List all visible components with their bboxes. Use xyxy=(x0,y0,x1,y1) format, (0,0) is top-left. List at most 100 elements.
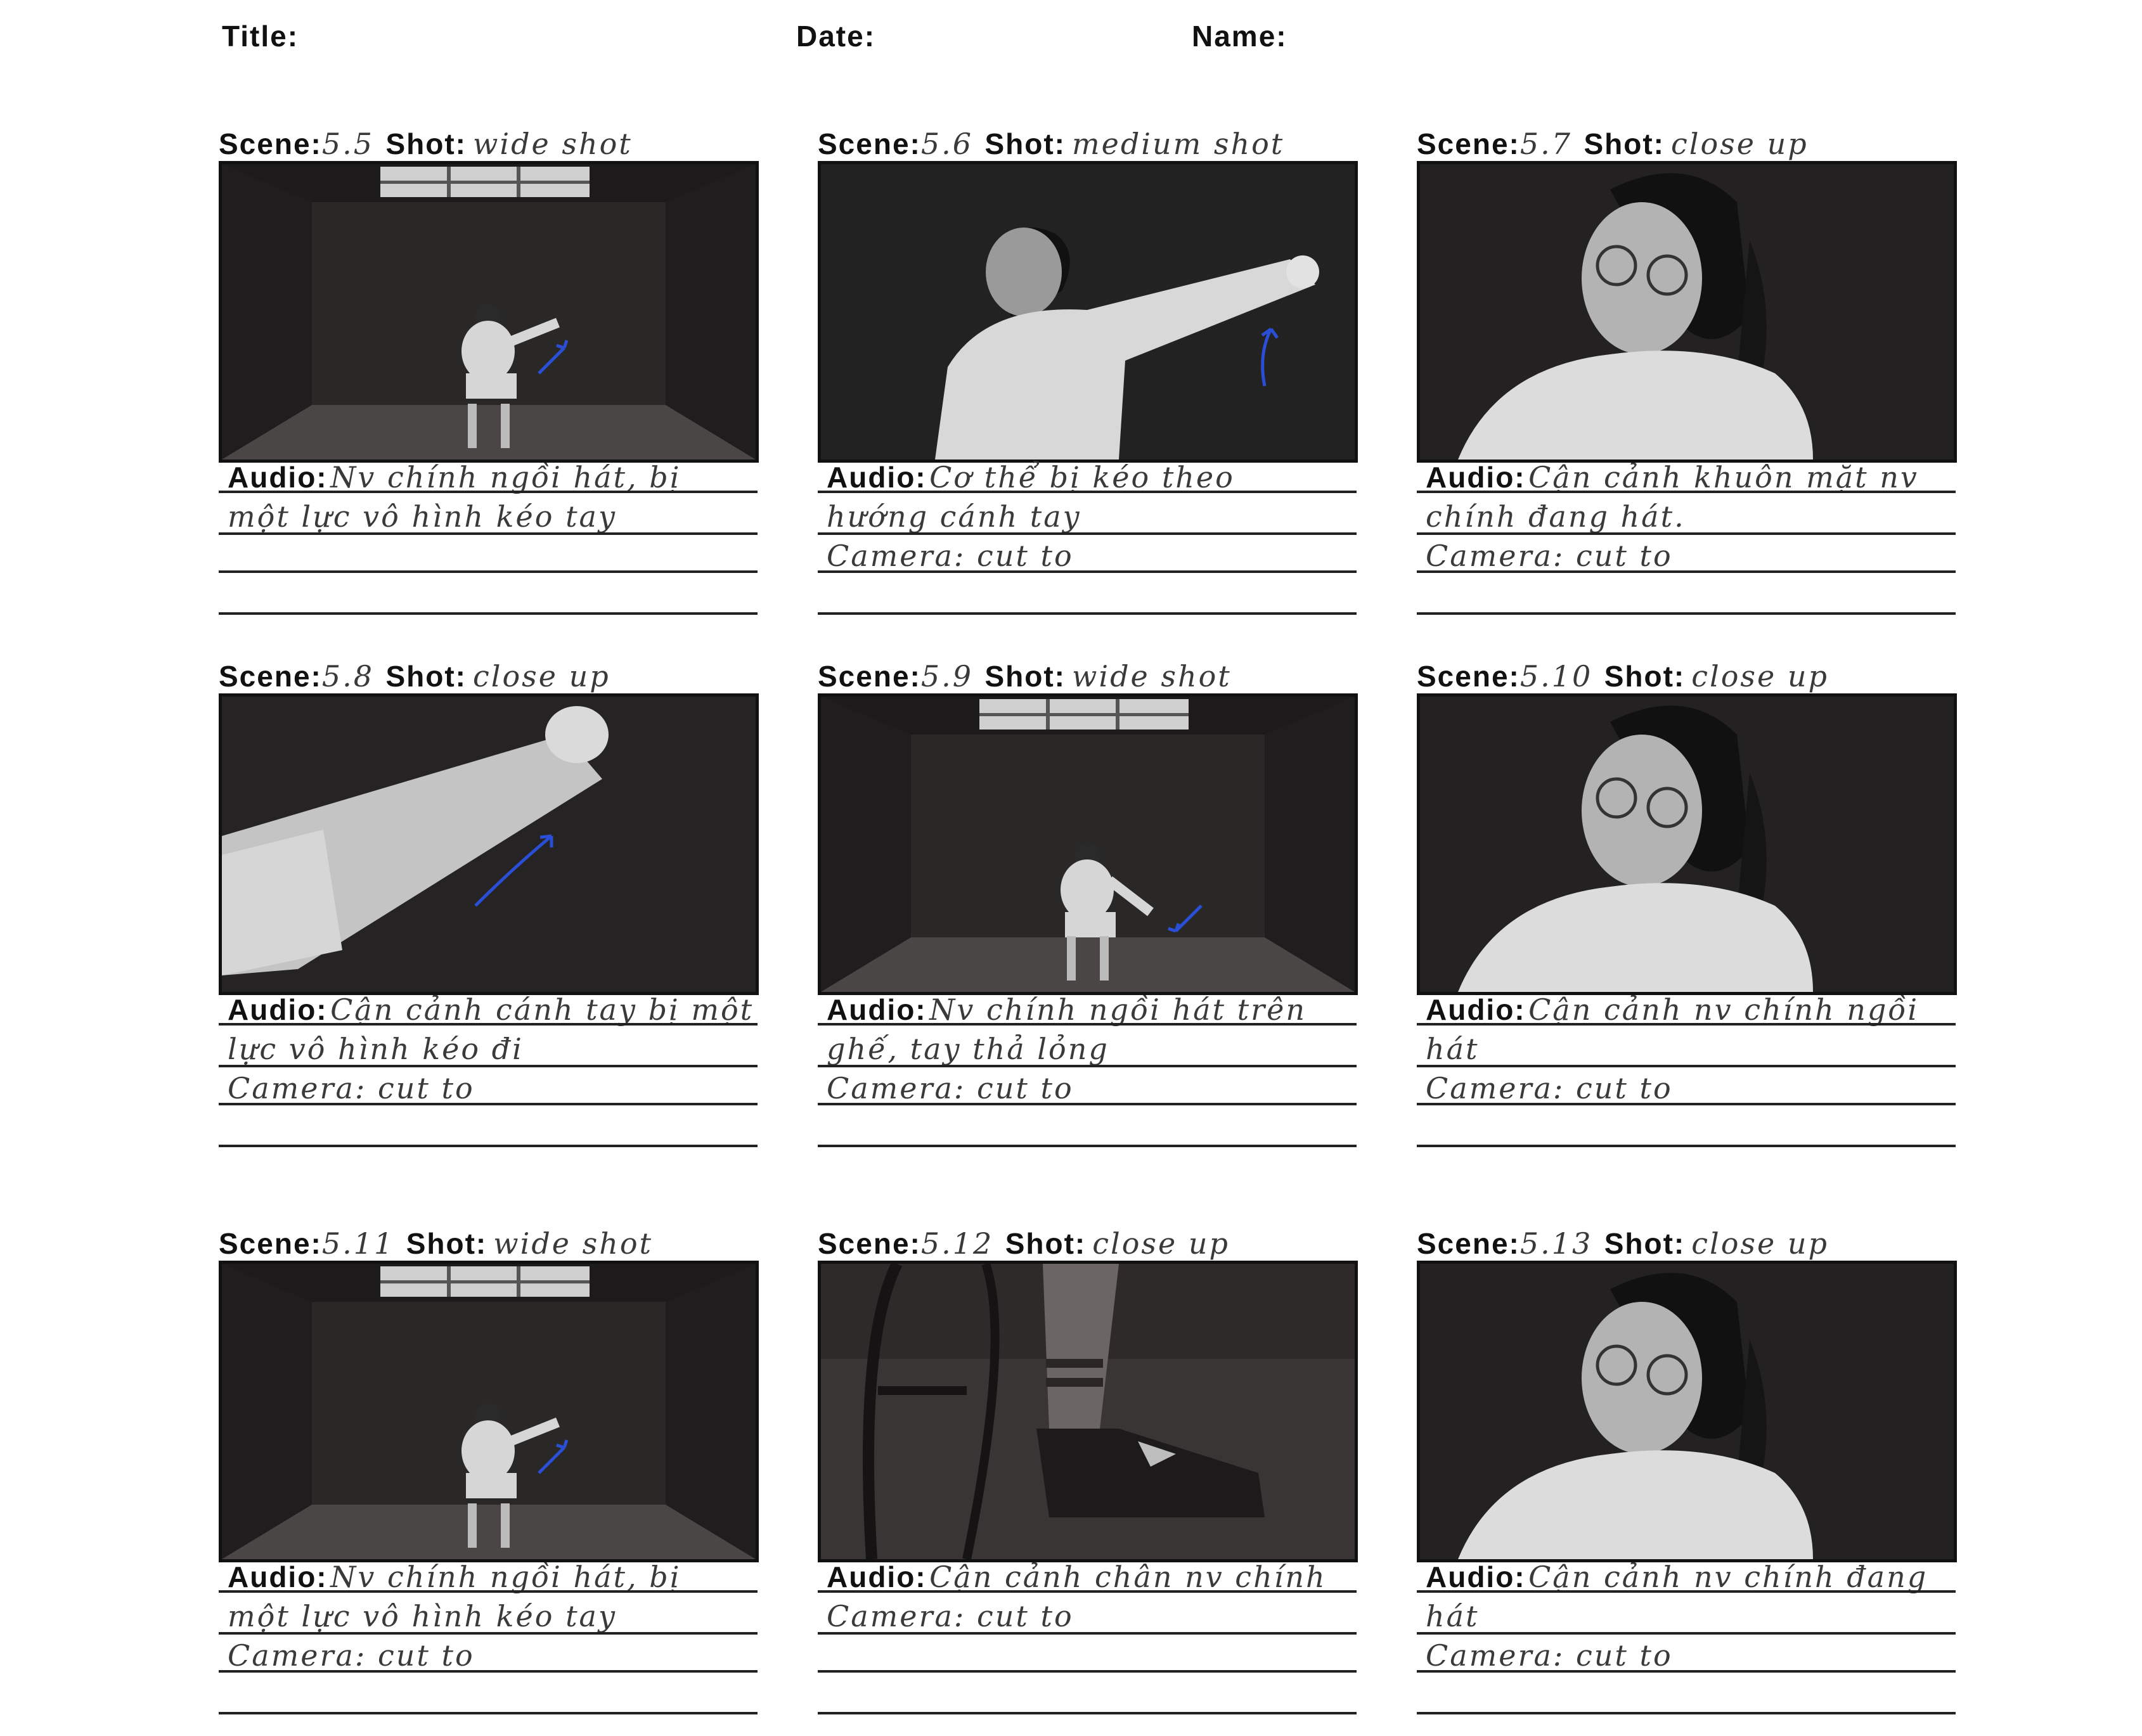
scene-label: Scene: xyxy=(1417,1227,1520,1260)
panel-header: Scene:5.8 Shot: close up xyxy=(219,659,610,710)
note-text: hướng cánh tay xyxy=(827,499,1081,534)
panel-header: Scene:5.10 Shot: close up xyxy=(1417,659,1829,710)
audio-label: Audio: xyxy=(1426,461,1526,494)
storyboard-panel: Scene:5.5 Shot: wide shot xyxy=(219,127,759,615)
ruled-line xyxy=(818,1023,1357,1026)
scene-label: Scene: xyxy=(219,1227,322,1260)
shot-label: Shot: xyxy=(385,127,467,160)
face-closeup-icon xyxy=(1417,161,1957,463)
audio-line-1: Audio: Cơ thể bị kéo theo xyxy=(827,460,1235,494)
panel-header: Scene:5.7 Shot: close up xyxy=(1417,127,1809,177)
camera-text: Camera: cut to xyxy=(827,1071,1074,1105)
scene-number: 5.5 xyxy=(321,127,375,161)
audio-line-3: Camera: cut to xyxy=(827,539,1074,573)
shot-type: wide shot xyxy=(1071,659,1232,693)
ruled-line xyxy=(219,1065,758,1067)
audio-line-3: Camera: cut to xyxy=(1426,1638,1673,1673)
audio-line-1: Audio: Nv chính ngồi hát, bị xyxy=(228,1560,681,1594)
ruled-line xyxy=(818,1145,1357,1147)
scene-number: 5.6 xyxy=(920,127,974,161)
storyboard-panel: Scene:5.13 Shot: close up Audio: Cận cảnh… xyxy=(1417,1226,1957,1714)
ruled-line xyxy=(219,1103,758,1105)
ruled-line xyxy=(818,1065,1357,1067)
audio-line-3: Camera: cut to xyxy=(1426,539,1673,573)
shot-label: Shot: xyxy=(984,660,1066,693)
ruled-line xyxy=(219,491,758,493)
wide-room-figure-icon xyxy=(818,693,1358,995)
audio-line-1: Audio: Cận cảnh nv chính ngồi xyxy=(1426,993,1919,1027)
ruled-line xyxy=(818,1712,1357,1714)
ruled-line xyxy=(1417,570,1956,573)
shot-type: close up xyxy=(1691,659,1829,693)
audio-label: Audio: xyxy=(228,461,328,494)
audio-text: Cận cảnh chân nv chính xyxy=(929,1560,1327,1594)
audio-label: Audio: xyxy=(827,461,927,494)
name-label: Name: xyxy=(1192,20,1287,53)
camera-text: Camera: cut to xyxy=(228,1638,475,1673)
scene-number: 5.10 xyxy=(1519,659,1593,693)
audio-line-1: Audio: Cận cảnh cánh tay bị một xyxy=(228,993,754,1027)
panel-header: Scene:5.9 Shot: wide shot xyxy=(818,659,1232,710)
audio-line-3: Camera: cut to xyxy=(228,1071,475,1105)
shot-type: medium shot xyxy=(1071,127,1285,161)
ruled-line xyxy=(818,612,1357,615)
ruled-line xyxy=(1417,1023,1956,1026)
scene-number: 5.7 xyxy=(1519,127,1573,161)
note-text: Camera: cut to xyxy=(827,1599,1074,1633)
ruled-line xyxy=(1417,1145,1956,1147)
audio-text: Cận cảnh cánh tay bị một xyxy=(330,993,754,1027)
audio-line-1: Audio: Cận cảnh khuôn mặt nv xyxy=(1426,460,1919,494)
ruled-line xyxy=(1417,532,1956,535)
camera-text: Camera: cut to xyxy=(1426,1638,1673,1673)
note-text: ghế, tay thả lỏng xyxy=(827,1032,1109,1066)
scene-number: 5.11 xyxy=(321,1226,395,1261)
shot-type: close up xyxy=(1691,1226,1829,1261)
audio-line-2: lực vô hình kéo đi xyxy=(228,1032,524,1066)
ruled-line xyxy=(219,1145,758,1147)
note-text: chính đang hát. xyxy=(1426,499,1686,534)
audio-text: Cận cảnh khuôn mặt nv xyxy=(1528,460,1919,494)
audio-text: Nv chính ngồi hát, bị xyxy=(330,460,681,494)
audio-label: Audio: xyxy=(827,993,927,1026)
note-text: một lực vô hình kéo tay xyxy=(228,1599,617,1633)
scene-label: Scene: xyxy=(219,127,322,160)
ruled-line xyxy=(219,612,758,615)
audio-line-1: Audio: Cận cảnh nv chính đang xyxy=(1426,1560,1928,1594)
storyboard-panel: Scene:5.6 Shot: medium shot Audio: Cơ thể… xyxy=(818,127,1358,615)
shot-type: wide shot xyxy=(472,127,633,161)
ruled-line xyxy=(818,1632,1357,1635)
audio-text: Nv chính ngồi hát trên xyxy=(929,993,1306,1027)
audio-line-2: một lực vô hình kéo tay xyxy=(228,499,617,534)
shot-label: Shot: xyxy=(984,127,1066,160)
storyboard-panel: Scene:5.8 Shot: close up Audio: Cận cảnh … xyxy=(219,659,759,1147)
ruled-line xyxy=(1417,1103,1956,1105)
scene-number: 5.8 xyxy=(321,659,375,693)
panel-header: Scene:5.6 Shot: medium shot xyxy=(818,127,1284,177)
audio-text: Cơ thể bị kéo theo xyxy=(929,460,1235,494)
ruled-line xyxy=(818,491,1357,493)
ruled-line xyxy=(818,1103,1357,1105)
audio-line-3: Camera: cut to xyxy=(228,1638,475,1673)
audio-line-1: Audio: Cận cảnh chân nv chính xyxy=(827,1560,1327,1594)
scene-label: Scene: xyxy=(818,127,921,160)
ruled-line xyxy=(1417,1590,1956,1593)
face-closeup-icon xyxy=(1417,1261,1957,1562)
scene-label: Scene: xyxy=(818,1227,921,1260)
audio-line-3: Camera: cut to xyxy=(1426,1071,1673,1105)
shot-type: wide shot xyxy=(493,1226,654,1261)
audio-label: Audio: xyxy=(228,993,328,1026)
storyboard-panel: Scene:5.7 Shot: close up Audio: Cận cảnh … xyxy=(1417,127,1957,615)
ruled-line xyxy=(818,1590,1357,1593)
ruled-line xyxy=(219,570,758,573)
panel-header: Scene:5.11 Shot: wide shot xyxy=(219,1226,653,1277)
note-text: hát xyxy=(1426,1599,1480,1633)
audio-line-2: chính đang hát. xyxy=(1426,499,1686,534)
date-label: Date: xyxy=(796,20,876,53)
ruled-line xyxy=(818,1670,1357,1673)
audio-label: Audio: xyxy=(827,1560,927,1593)
title-label: Title: xyxy=(222,20,299,53)
shot-type: close up xyxy=(1670,127,1809,161)
ruled-line xyxy=(219,1670,758,1673)
ruled-line xyxy=(1417,1065,1956,1067)
shot-label: Shot: xyxy=(1005,1227,1087,1260)
